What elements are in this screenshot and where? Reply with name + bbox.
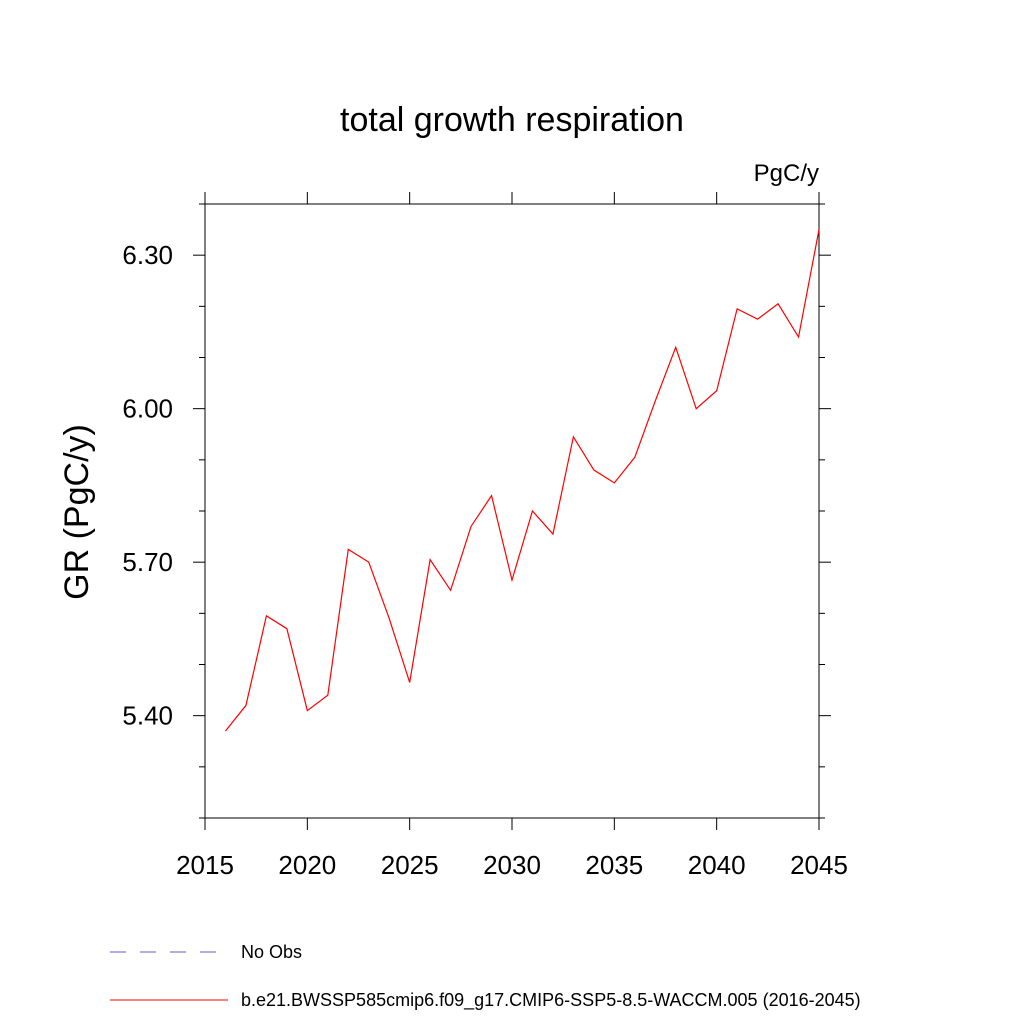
chart-title: total growth respiration [340,101,684,139]
y-tick-label: 5.70 [122,547,173,577]
series-line [225,229,820,732]
x-tick-label: 2020 [278,850,336,880]
y-tick-label: 6.30 [122,240,173,270]
y-axis-label: GR (PgC/y) [58,424,96,600]
legend-label: b.e21.BWSSP585cmip6.f09_g17.CMIP6-SSP5-8… [241,990,861,1011]
series-layer [225,229,820,732]
legend-label: No Obs [241,942,302,962]
y-tick-label: 6.00 [122,394,173,424]
x-tick-label: 2045 [790,850,848,880]
x-tick-label: 2035 [585,850,643,880]
legend: No Obs b.e21.BWSSP585cmip6.f09_g17.CMIP6-… [110,942,861,1011]
axis-ticks [193,192,831,830]
axis-tick-labels: 2015 2020 2025 2030 2035 2040 2045 5.40 5.70 6.00… [122,240,848,880]
x-tick-label: 2015 [176,850,234,880]
x-tick-label: 2030 [483,850,541,880]
plot-frame [204,203,820,819]
y-tick-label: 5.40 [122,701,173,731]
units-label: PgC/y [754,160,819,187]
x-tick-label: 2040 [688,850,746,880]
x-tick-label: 2025 [381,850,439,880]
